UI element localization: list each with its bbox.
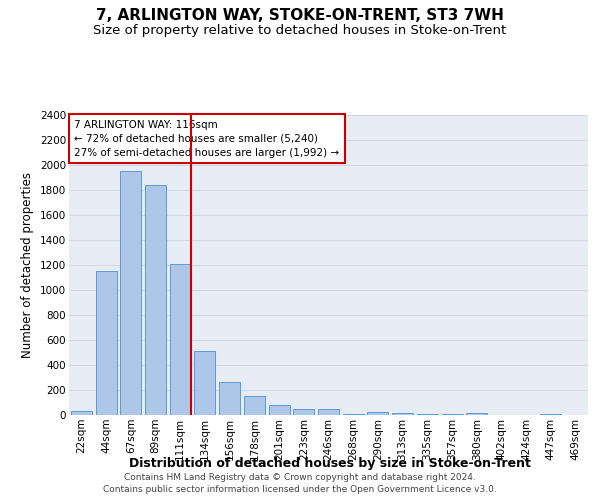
- Text: 7, ARLINGTON WAY, STOKE-ON-TRENT, ST3 7WH: 7, ARLINGTON WAY, STOKE-ON-TRENT, ST3 7W…: [96, 8, 504, 22]
- Text: Size of property relative to detached houses in Stoke-on-Trent: Size of property relative to detached ho…: [94, 24, 506, 37]
- Bar: [293, 409, 314, 415]
- Bar: [194, 351, 215, 415]
- Bar: [71, 411, 92, 415]
- Bar: [318, 410, 339, 415]
- Bar: [120, 171, 141, 415]
- Bar: [417, 414, 438, 415]
- Text: 7 ARLINGTON WAY: 116sqm
← 72% of detached houses are smaller (5,240)
27% of semi: 7 ARLINGTON WAY: 116sqm ← 72% of detache…: [74, 120, 340, 158]
- Text: Contains HM Land Registry data © Crown copyright and database right 2024.
Contai: Contains HM Land Registry data © Crown c…: [103, 472, 497, 494]
- Y-axis label: Number of detached properties: Number of detached properties: [22, 172, 34, 358]
- Bar: [170, 264, 191, 415]
- Bar: [541, 414, 562, 415]
- Bar: [367, 412, 388, 415]
- Bar: [466, 412, 487, 415]
- Bar: [244, 396, 265, 415]
- Bar: [442, 414, 463, 415]
- Bar: [343, 414, 364, 415]
- Text: Distribution of detached houses by size in Stoke-on-Trent: Distribution of detached houses by size …: [129, 458, 531, 470]
- Bar: [95, 271, 116, 415]
- Bar: [145, 185, 166, 415]
- Bar: [269, 405, 290, 415]
- Bar: [219, 382, 240, 415]
- Bar: [392, 412, 413, 415]
